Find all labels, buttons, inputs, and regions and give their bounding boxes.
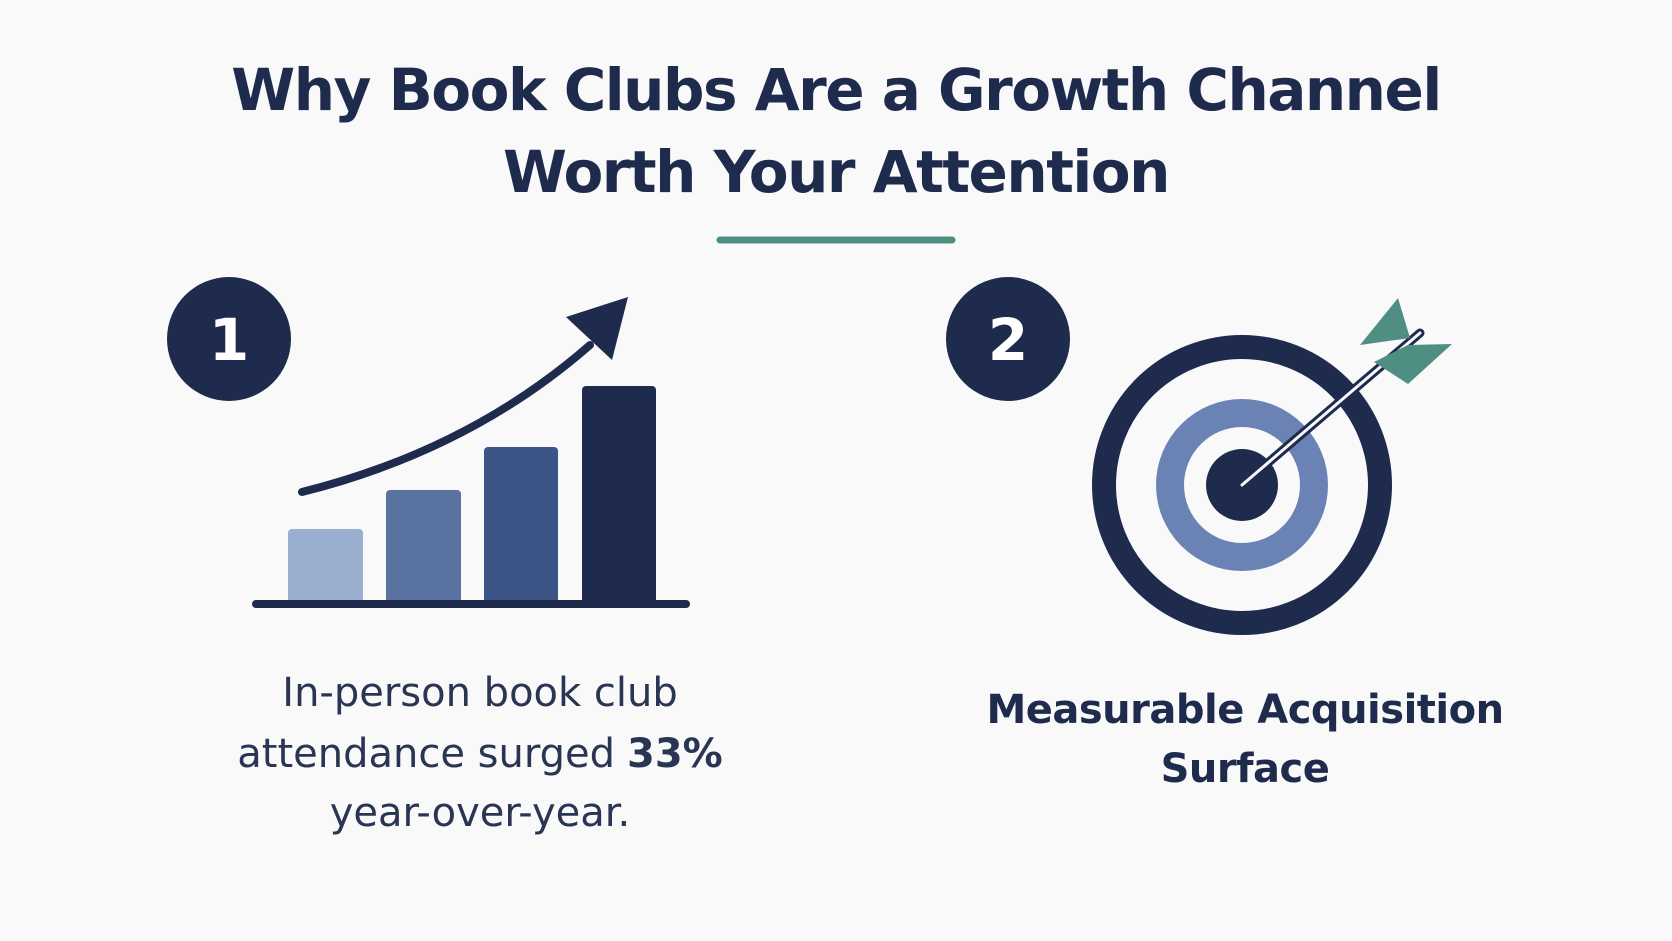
icon-arrowhead [566,297,628,360]
arrow-fletch [1374,344,1452,384]
title-line: Worth Your Attention [503,138,1169,206]
number: 1 [209,306,249,374]
body-text: attendance surged 33% [237,731,722,777]
arrow-fletch [1360,298,1410,345]
item-label: Surface [1161,746,1330,792]
number-badge [167,277,291,401]
body-text: attendance surged [237,731,615,777]
icon-bar [288,529,363,604]
item-label: Measurable Acquisition [986,687,1503,733]
target-icon [1092,298,1452,635]
growth-icon [252,297,690,608]
icon-bar [582,386,656,604]
icon-bar [484,447,558,604]
body-text: year-over-year. [330,790,631,836]
title-line: Why Book Clubs Are a Growth Channel [231,56,1440,124]
number: 2 [988,306,1028,374]
icon-arrow [298,341,594,496]
target-ring [1092,335,1392,635]
number-badge [946,277,1070,401]
body-text: In-person book club [282,670,677,716]
highlight: 33% [627,731,723,777]
icon-bar [386,490,461,604]
